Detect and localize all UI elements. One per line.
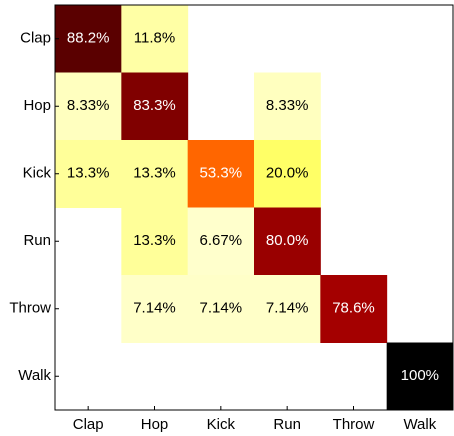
y-tick-label: Throw bbox=[9, 300, 51, 317]
heatmap-cell bbox=[121, 5, 189, 73]
cell-label: 80.0% bbox=[266, 232, 309, 249]
heatmap-cell bbox=[320, 275, 388, 343]
cell-label: 6.67% bbox=[200, 232, 243, 249]
heatmap-cell bbox=[121, 207, 189, 276]
cell-label: 20.0% bbox=[266, 165, 309, 182]
x-tick-label: Walk bbox=[403, 416, 436, 433]
cell-label: 78.6% bbox=[332, 300, 375, 317]
plot-frame bbox=[54, 4, 454, 411]
heatmap-cell bbox=[386, 342, 454, 411]
x-tick-label: Kick bbox=[207, 416, 236, 433]
x-tick-label: Throw bbox=[333, 416, 375, 433]
y-tick-label: Run bbox=[23, 232, 51, 249]
x-tick-label: Run bbox=[273, 416, 301, 433]
cell-label: 8.33% bbox=[266, 97, 309, 114]
y-tick-label: Kick bbox=[23, 165, 52, 182]
cell-label: 13.3% bbox=[67, 165, 110, 182]
heatmap-cell bbox=[55, 140, 122, 208]
heatmap-cell bbox=[121, 275, 189, 343]
cell-label: 7.14% bbox=[266, 300, 309, 317]
y-tick-label: Clap bbox=[20, 30, 51, 47]
y-tick-label: Hop bbox=[23, 97, 51, 114]
heatmap-cell bbox=[254, 72, 321, 141]
heatmap-cell bbox=[121, 72, 189, 141]
cell-label: 13.3% bbox=[133, 165, 176, 182]
heatmap-cell bbox=[254, 207, 321, 276]
x-tick-label: Clap bbox=[73, 416, 104, 433]
cell-label: 11.8% bbox=[134, 30, 175, 47]
heatmap-cell bbox=[121, 140, 189, 208]
heatmap-cell bbox=[254, 275, 321, 343]
cell-label: 53.3% bbox=[200, 165, 243, 182]
cell-label: 88.2% bbox=[67, 30, 110, 47]
heatmap-cell bbox=[187, 140, 255, 208]
cell-label: 7.14% bbox=[200, 300, 243, 317]
cell-label: 8.33% bbox=[67, 97, 110, 114]
cell-label: 100% bbox=[401, 367, 439, 384]
heatmap-cell bbox=[55, 72, 122, 141]
cell-label: 13.3% bbox=[133, 232, 176, 249]
x-tick-label: Hop bbox=[141, 416, 169, 433]
heatmap-cell bbox=[55, 5, 122, 73]
heatmap-cell bbox=[254, 140, 321, 208]
y-tick-label: Walk bbox=[18, 367, 51, 384]
heatmap-cell bbox=[187, 207, 255, 276]
heatmap-cell bbox=[187, 275, 255, 343]
cell-label: 7.14% bbox=[133, 300, 176, 317]
cell-label: 83.3% bbox=[133, 97, 176, 114]
